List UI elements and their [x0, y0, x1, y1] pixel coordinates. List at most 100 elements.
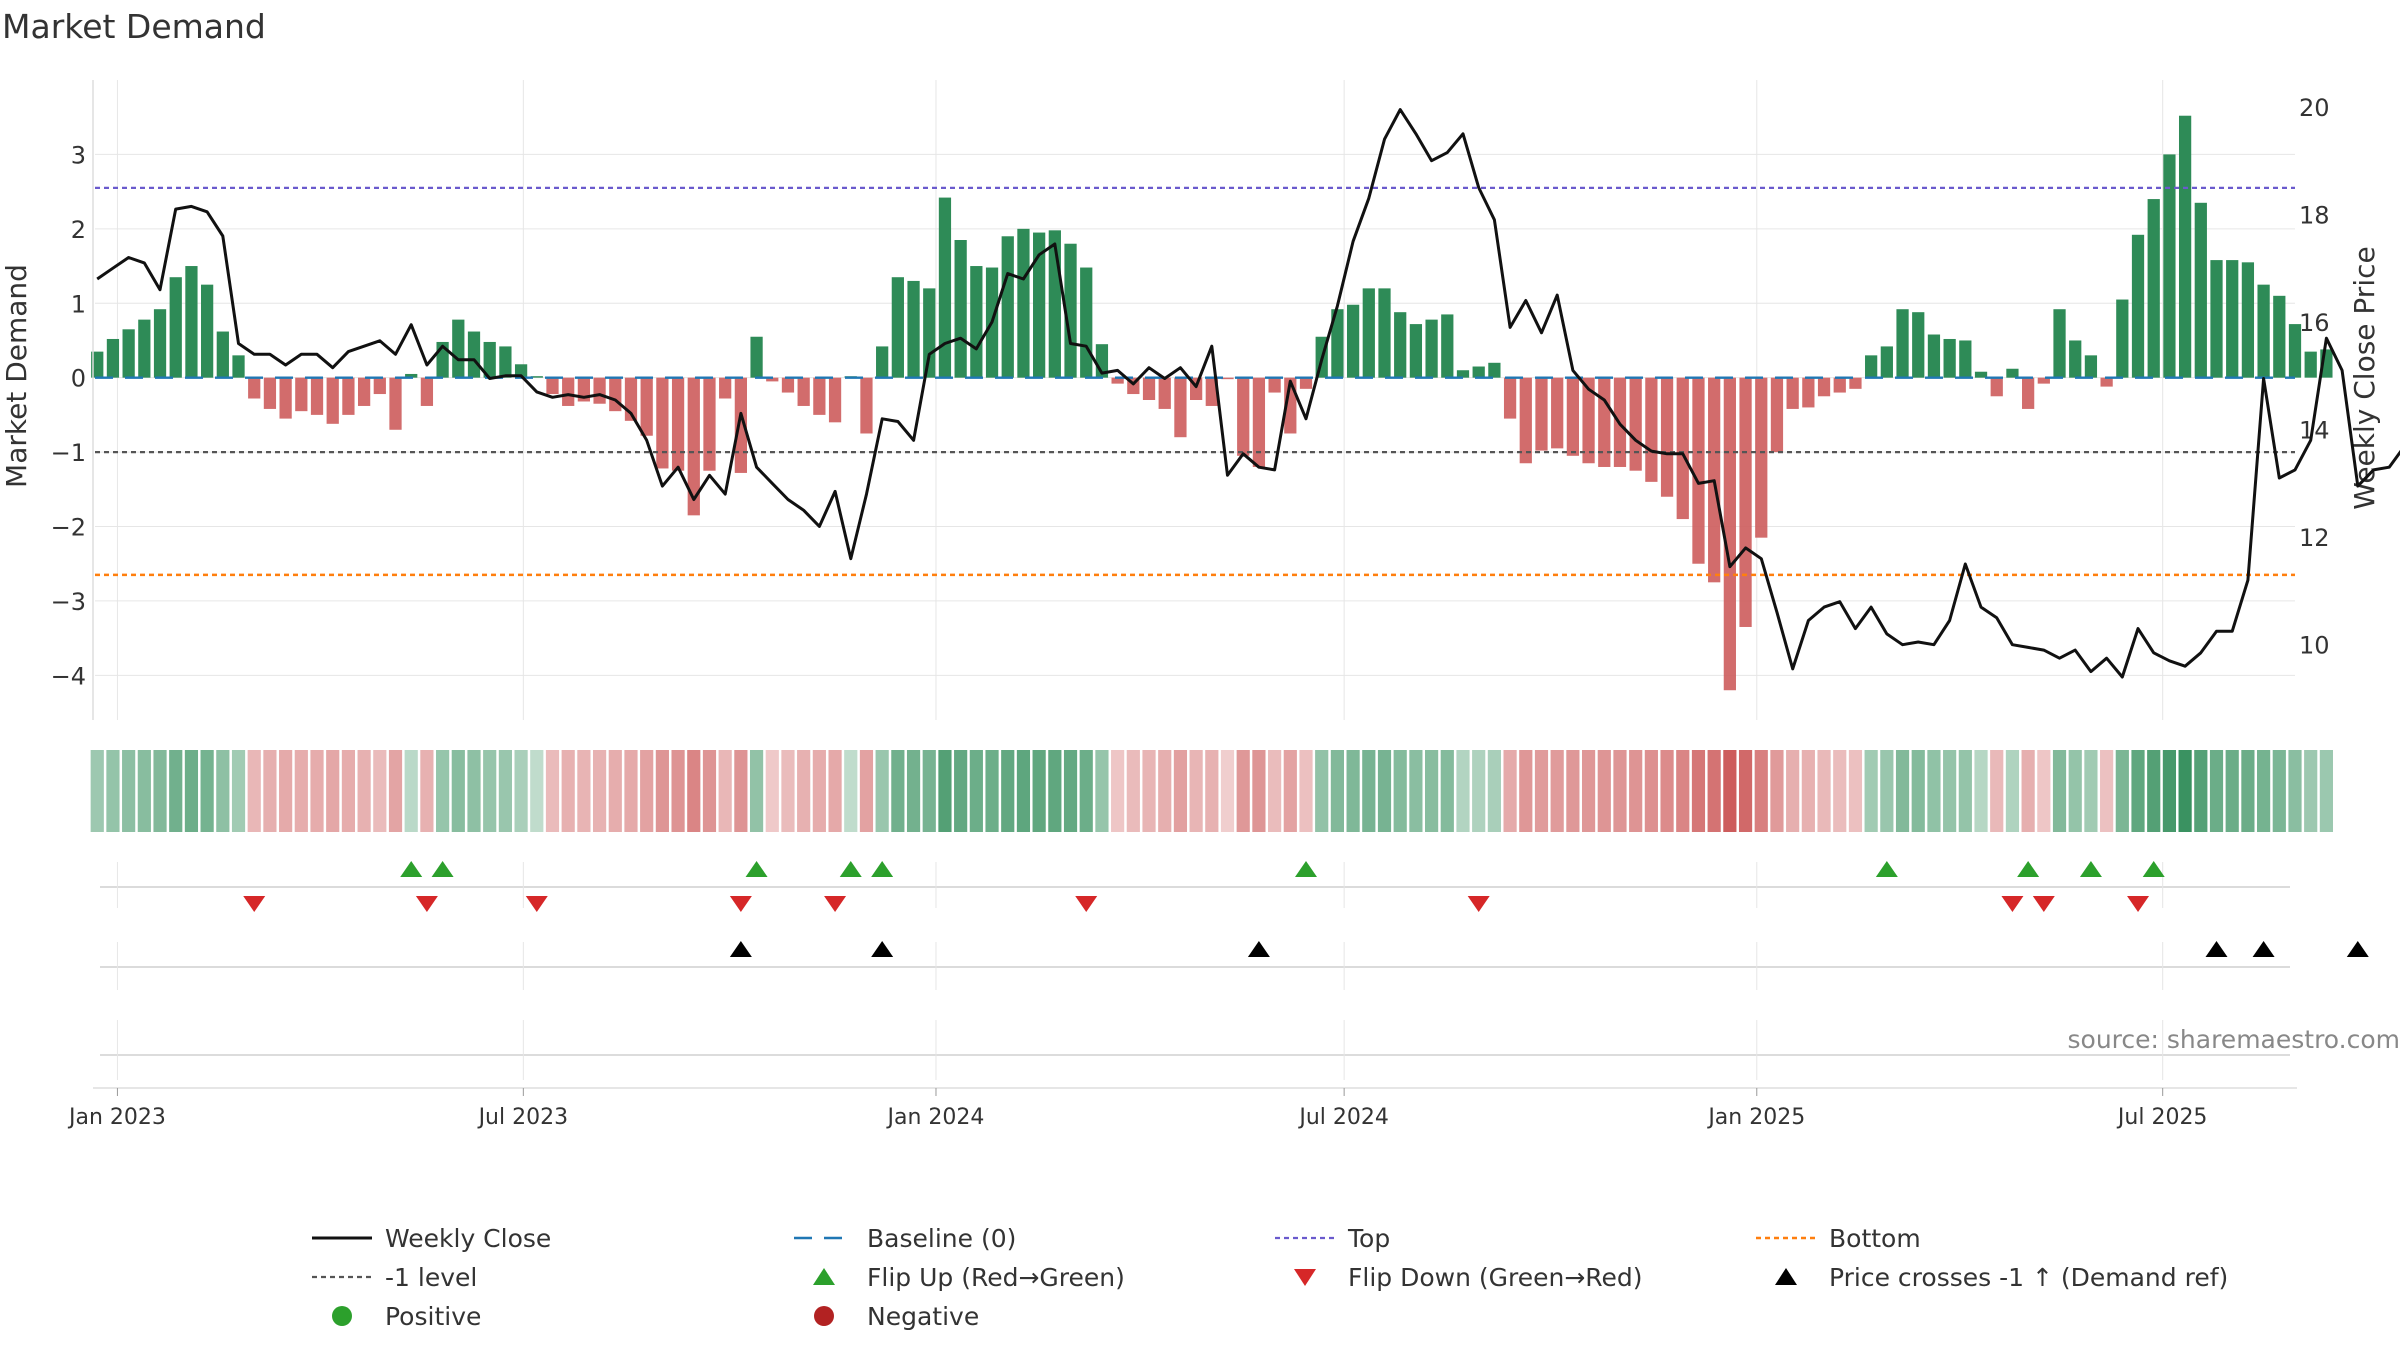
- demand-bar: [923, 288, 936, 378]
- demand-strip-cell: [2319, 750, 2333, 832]
- demand-strip-cell: [1016, 750, 1031, 832]
- demand-bar: [719, 377, 732, 399]
- x-tick-label: Jan 2024: [886, 1105, 985, 1130]
- demand-strip-cell: [2037, 750, 2051, 832]
- legend-label: -1 level: [385, 1263, 477, 1292]
- demand-bar: [1865, 355, 1878, 378]
- flip-down-marker: [243, 896, 266, 912]
- demand-strip-cell: [498, 750, 512, 832]
- demand-strip-cell: [765, 750, 779, 832]
- demand-bar: [1959, 340, 1972, 378]
- demand-bar: [546, 377, 559, 395]
- demand-bar: [2022, 377, 2035, 409]
- demand-strip-cell: [1927, 750, 1941, 832]
- demand-strip-cell: [624, 750, 638, 832]
- demand-strip-cell: [734, 750, 748, 832]
- flip-up-marker: [1875, 861, 1898, 877]
- demand-bar: [2163, 154, 2176, 378]
- demand-bar: [703, 377, 716, 471]
- flip-down-marker: [1467, 896, 1490, 912]
- demand-bar: [2178, 115, 2192, 378]
- demand-strip-cell: [137, 750, 151, 832]
- demand-bar: [2273, 295, 2286, 378]
- legend-swatch-flip-up: [813, 1268, 835, 1285]
- demand-strip-cell: [545, 750, 560, 832]
- demand-strip-cell: [671, 750, 685, 832]
- demand-bar: [781, 377, 795, 393]
- demand-strip-cell: [1173, 750, 1188, 832]
- demand-strip-cell: [1393, 750, 1407, 832]
- demand-bar: [499, 346, 512, 378]
- demand-strip-cell: [231, 750, 246, 832]
- demand-strip-cell: [1613, 750, 1627, 832]
- demand-bar: [609, 377, 622, 412]
- y-axis-left-label: Market Demand: [0, 264, 33, 488]
- demand-strip-cell: [859, 750, 874, 832]
- demand-bar: [1205, 377, 1218, 406]
- demand-bar: [1566, 377, 1580, 456]
- demand-bar: [1990, 377, 2003, 397]
- flip-up-marker: [839, 861, 862, 877]
- demand-bar: [2116, 299, 2129, 378]
- demand-strip-cell: [969, 750, 983, 832]
- demand-strip-cell: [1723, 750, 1737, 832]
- demand-bar: [405, 373, 418, 378]
- demand-strip-cell: [1833, 750, 1847, 832]
- demand-strip-cell: [106, 750, 120, 832]
- y-left-tick-label: −2: [51, 514, 86, 542]
- y-right-tick-label: 10: [2299, 632, 2330, 660]
- demand-strip-cell: [404, 750, 418, 832]
- legend-swatch-flip-down: [1294, 1269, 1316, 1286]
- flip-down-marker: [1075, 896, 1098, 912]
- demand-strip-cell: [2304, 750, 2318, 832]
- demand-strip-cell: [1283, 750, 1297, 832]
- demand-strip-cell: [1330, 750, 1344, 832]
- demand-strip-cell: [1644, 750, 1658, 832]
- legend-label: Top: [1347, 1224, 1390, 1253]
- demand-bar: [1802, 377, 1815, 408]
- flip-up-marker: [2142, 861, 2165, 877]
- demand-bar: [938, 197, 952, 378]
- demand-strip-cell: [844, 750, 858, 832]
- flip-down-marker: [824, 896, 847, 912]
- demand-strip-cell: [2162, 750, 2177, 832]
- demand-strip-cell: [640, 750, 654, 832]
- demand-bar: [1441, 314, 1454, 378]
- y-right-tick-label: 20: [2299, 94, 2330, 122]
- demand-strip-cell: [1974, 750, 1988, 832]
- demand-bar: [891, 277, 904, 378]
- demand-bar: [342, 377, 355, 415]
- demand-strip-cell: [812, 750, 826, 832]
- demand-bar: [593, 377, 606, 404]
- demand-bar: [1943, 338, 1956, 378]
- demand-bar: [1425, 319, 1438, 378]
- demand-bar: [860, 377, 873, 434]
- demand-bar: [1519, 377, 1532, 464]
- demand-bar: [734, 377, 747, 473]
- demand-strip-cell: [1063, 750, 1078, 832]
- demand-bar: [1142, 377, 1156, 400]
- demand-strip-cell: [1958, 750, 1972, 832]
- demand-strip-cell: [2178, 750, 2192, 832]
- demand-strip-cell: [2257, 750, 2271, 832]
- legend-label: Negative: [867, 1302, 979, 1331]
- demand-strip-cell: [1629, 750, 1643, 832]
- demand-strip-cell: [216, 750, 230, 832]
- y-left-tick-label: 2: [71, 216, 86, 244]
- demand-bar: [248, 377, 261, 399]
- y-right-tick-label: 16: [2299, 309, 2330, 337]
- demand-strip-cell: [2068, 750, 2082, 832]
- legend-item-top: Top: [1275, 1224, 1390, 1253]
- legend-item-bottom: Bottom: [1756, 1224, 1921, 1253]
- demand-bar: [1378, 288, 1391, 378]
- demand-strip-cell: [1864, 750, 1878, 832]
- demand-strip-cell: [2241, 750, 2255, 832]
- demand-strip-cell: [1911, 750, 1925, 832]
- demand-strip-cell: [1754, 750, 1768, 832]
- demand-strip-cell: [2021, 750, 2035, 832]
- demand-bar: [1158, 377, 1171, 409]
- legend-item-close: Weekly Close: [312, 1224, 551, 1253]
- demand-bar: [326, 377, 339, 424]
- flip-down-marker: [729, 896, 752, 912]
